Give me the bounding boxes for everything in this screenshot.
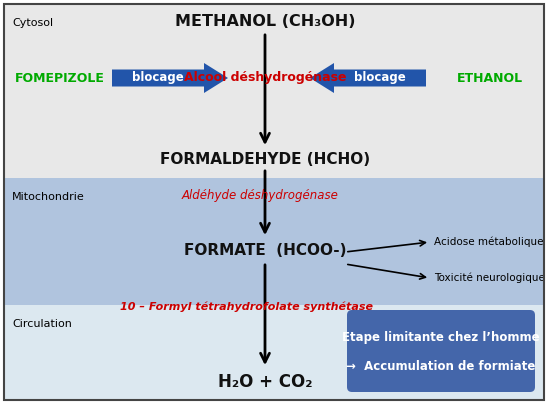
Bar bbox=[4, 178, 544, 305]
Text: blocage: blocage bbox=[132, 72, 184, 85]
Text: 10 – Formyl tétrahydrofolate synthétase: 10 – Formyl tétrahydrofolate synthétase bbox=[121, 302, 374, 312]
Text: Circulation: Circulation bbox=[12, 319, 72, 329]
Text: Etape limitante chez l’homme: Etape limitante chez l’homme bbox=[342, 330, 540, 344]
Text: Aldéhyde déshydrogénase: Aldéhyde déshydrogénase bbox=[181, 189, 339, 202]
Text: ETHANOL: ETHANOL bbox=[457, 72, 523, 85]
Text: Mitochondrie: Mitochondrie bbox=[12, 192, 85, 202]
Text: Toxicité neurologique et oculaire: Toxicité neurologique et oculaire bbox=[434, 273, 548, 283]
Bar bbox=[4, 4, 544, 178]
Bar bbox=[4, 305, 544, 400]
Polygon shape bbox=[310, 63, 426, 93]
Text: FOMEPIZOLE: FOMEPIZOLE bbox=[15, 72, 105, 85]
FancyBboxPatch shape bbox=[347, 310, 535, 392]
Text: Alcool déshydrogénase: Alcool déshydrogénase bbox=[184, 72, 346, 85]
Text: Cytosol: Cytosol bbox=[12, 18, 53, 28]
Text: FORMALDEHYDE (HCHO): FORMALDEHYDE (HCHO) bbox=[160, 152, 370, 167]
Text: METHANOL (CH₃OH): METHANOL (CH₃OH) bbox=[175, 14, 355, 29]
Text: H₂O + CO₂: H₂O + CO₂ bbox=[218, 373, 312, 391]
Text: Acidose métabolique: Acidose métabolique bbox=[434, 237, 544, 247]
Text: FORMATE  (HCOO-): FORMATE (HCOO-) bbox=[184, 243, 346, 258]
Text: →  Accumulation de formiate: → Accumulation de formiate bbox=[346, 360, 536, 373]
Text: blocage: blocage bbox=[354, 72, 406, 85]
Polygon shape bbox=[112, 63, 228, 93]
